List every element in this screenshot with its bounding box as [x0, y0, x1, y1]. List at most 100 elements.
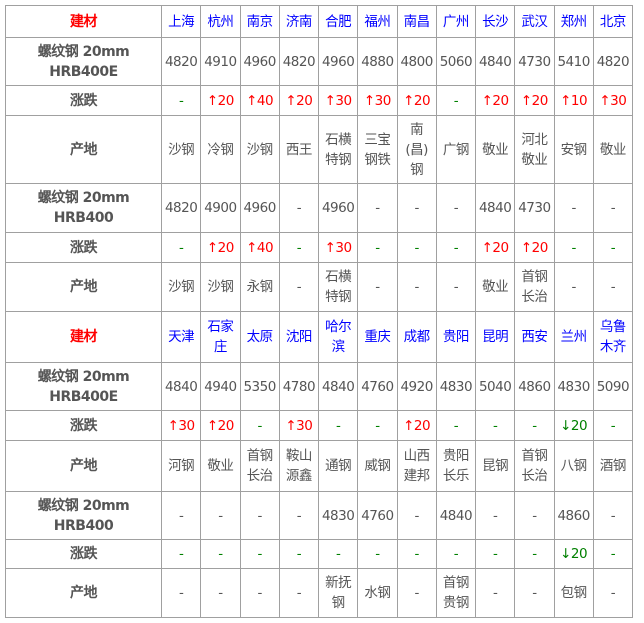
origin-cell: 西王 [278, 115, 320, 184]
price-cell: - [474, 491, 516, 540]
origin-cell: 敬业 [474, 115, 516, 184]
city-name: 长沙 [474, 5, 516, 38]
change-cell: - [396, 539, 437, 569]
change-cell: - [435, 539, 477, 569]
origin-cell: - [160, 568, 202, 618]
change-cell: - [357, 539, 398, 569]
change-cell: ↑30 [592, 85, 634, 116]
change-cell: ↑30 [317, 85, 359, 116]
price-row: 螺纹钢 20mm HRB400- - - -4830 4760-4840- -4860- [5, 491, 634, 540]
change-cell: - [396, 232, 437, 263]
origin-cell: - [239, 568, 280, 618]
price-cell: - [239, 491, 280, 540]
price-cell: - [592, 491, 634, 540]
price-cell: 4860 [514, 362, 555, 411]
row-label: 涨跌 [5, 410, 162, 441]
city-header-row: 建材 上海 杭州 南京 济南 合肥 福州 南昌 广州 长沙 武汉 郑州 北京 [5, 5, 634, 38]
city-name: 上海 [160, 5, 202, 38]
row-label: 产地 [5, 440, 162, 492]
origin-cell: 安钢 [553, 115, 594, 184]
change-cell: - [592, 410, 634, 441]
city-name: 南昌 [396, 5, 437, 38]
row-label: 涨跌 [5, 232, 162, 263]
origin-cell: - [592, 568, 634, 618]
price-cell: - [592, 183, 634, 233]
price-cell: 4760 [357, 491, 398, 540]
row-label: 产地 [5, 568, 162, 618]
origin-cell: - [396, 262, 437, 312]
change-cell: ↑20 [396, 410, 437, 441]
change-cell: - [553, 232, 594, 263]
city-name: 杭州 [200, 5, 241, 38]
origin-cell: 河钢 [160, 440, 202, 492]
origin-row: 产地 河钢 敬业 首钢长治 鞍山源鑫 通钢 威钢 山西建邦 贵阳长乐 昆钢 首钢长治 八钢 酒钢 [5, 440, 634, 492]
change-cell: - [200, 539, 241, 569]
origin-cell: 首钢贵钢 [435, 568, 477, 618]
origin-cell: 沙钢 [239, 115, 280, 184]
origin-cell: - [396, 568, 437, 618]
change-cell: ↑10 [553, 85, 594, 116]
origin-cell: - [553, 262, 594, 312]
origin-row: 产地 沙钢 沙钢 永钢 - 石横特钢 - - - 敬业 首钢长治 - - [5, 262, 634, 312]
city-name: 成都 [396, 311, 437, 363]
origin-cell: 鞍山源鑫 [278, 440, 320, 492]
price-cell: 4840 [435, 491, 477, 540]
price-cell: 4940 [200, 362, 241, 411]
origin-cell: 石横特钢 [317, 115, 359, 184]
price-cell: 4840 [474, 37, 516, 86]
price-row: 螺纹钢 20mm HRB400E 4840 4940 5350 4780 4840 4760… [5, 362, 634, 411]
origin-row: 产地 - - - - 新抚钢 水钢 - 首钢贵钢 - - 包钢 - [5, 568, 634, 618]
price-cell: 4830 [553, 362, 594, 411]
change-cell: ↑20 [514, 85, 555, 116]
price-cell: - [278, 183, 320, 233]
price-cell: - [278, 491, 320, 540]
row-label: 螺纹钢 20mm HRB400 [5, 491, 162, 540]
origin-cell: - [278, 568, 320, 618]
origin-cell: 沙钢 [160, 115, 202, 184]
change-cell: - [160, 539, 202, 569]
origin-cell: 威钢 [357, 440, 398, 492]
row-label: 螺纹钢 20mm HRB400 [5, 183, 162, 233]
price-cell: - [357, 183, 398, 233]
city-name: 合肥 [317, 5, 359, 38]
change-cell: - [435, 410, 477, 441]
price-cell: 4820 [160, 37, 202, 86]
origin-cell: 敬业 [200, 440, 241, 492]
price-cell: 5040 [474, 362, 516, 411]
price-cell: 4760 [357, 362, 398, 411]
city-name: 天津 [160, 311, 202, 363]
price-cell: 4730 [514, 37, 555, 86]
price-row: 螺纹钢 20mm HRB400 4820 4900 4960-4960- - -4840 4… [5, 183, 634, 233]
price-cell: 5090 [592, 362, 634, 411]
origin-cell: 敬业 [474, 262, 516, 312]
change-cell: ↑30 [278, 410, 320, 441]
price-cell: 4880 [357, 37, 398, 86]
origin-cell: 昆钢 [474, 440, 516, 492]
change-cell: ↑20 [200, 410, 241, 441]
price-cell: 4730 [514, 183, 555, 233]
origin-cell: 酒钢 [592, 440, 634, 492]
price-cell: 4900 [200, 183, 241, 233]
price-cell: - [200, 491, 241, 540]
price-cell: 4960 [317, 183, 359, 233]
origin-cell: 石横特钢 [317, 262, 359, 312]
change-cell: ↑40 [239, 232, 280, 263]
city-name: 沈阳 [278, 311, 320, 363]
row-label: 涨跌 [5, 539, 162, 569]
origin-cell: 首钢长治 [239, 440, 280, 492]
origin-cell: 包钢 [553, 568, 594, 618]
change-cell: ↑40 [239, 85, 280, 116]
origin-cell: 水钢 [357, 568, 398, 618]
city-name: 福州 [357, 5, 398, 38]
change-cell: - [435, 232, 477, 263]
change-cell: ↑20 [474, 85, 516, 116]
change-cell: ↑30 [317, 232, 359, 263]
price-cell: 4840 [317, 362, 359, 411]
price-cell: 4840 [474, 183, 516, 233]
origin-cell: - [278, 262, 320, 312]
change-cell: - [160, 232, 202, 263]
change-cell: - [317, 539, 359, 569]
city-name: 郑州 [553, 5, 594, 38]
row-label: 螺纹钢 20mm HRB400E [5, 37, 162, 86]
price-cell: 4920 [396, 362, 437, 411]
